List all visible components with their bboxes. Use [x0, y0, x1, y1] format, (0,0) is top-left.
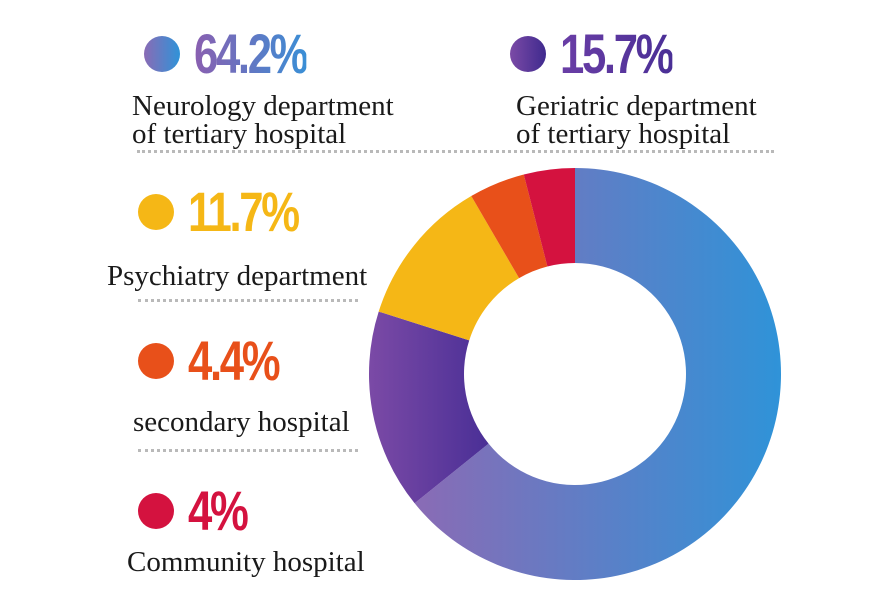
label-line: secondary hospital	[133, 406, 350, 438]
legend-item-psychiatry: 11.7%	[138, 184, 329, 240]
label-line: Geriatric department	[516, 90, 757, 122]
legend-dot-secondary	[138, 343, 174, 379]
legend-dot-neurology	[144, 36, 180, 72]
legend-item-neurology: 64.2%	[144, 26, 338, 82]
label-line: Community hospital	[127, 546, 365, 578]
legend-label-psychiatry: Psychiatry department	[107, 260, 368, 292]
label-line: of tertiary hospital	[516, 118, 731, 150]
legend-pct-neurology: 64.2%	[194, 22, 308, 85]
label-line: of tertiary hospital	[132, 118, 347, 150]
legend-dot-psychiatry	[138, 194, 174, 230]
legend-label-secondary: secondary hospital	[133, 406, 350, 438]
donut-slice-psychiatry-department	[378, 196, 520, 341]
legend-item-secondary: 4.4%	[138, 333, 304, 389]
label-line: Psychiatry department	[107, 260, 368, 292]
donut-slice-neurology-department-of-tertiary-hospital	[414, 168, 781, 580]
legend-label-geriatric: Geriatric department of tertiary hospita…	[516, 90, 757, 150]
donut-slice-secondary-hospital	[471, 174, 548, 279]
donut-slice-geriatric-department-of-tertiary-hospital	[369, 311, 489, 504]
label-line: Neurology department	[132, 90, 394, 122]
legend-label-neurology: Neurology department of tertiary hospita…	[132, 90, 394, 150]
legend-item-community: 4%	[138, 483, 263, 539]
legend-pct-community: 4%	[188, 479, 249, 542]
legend-pct-geriatric: 15.7%	[560, 22, 674, 85]
donut-slice-community-hospital	[523, 168, 575, 267]
legend-label-community: Community hospital	[127, 546, 365, 578]
legend-pct-secondary: 4.4%	[188, 329, 281, 392]
legend-dot-geriatric	[510, 36, 546, 72]
divider-dotted	[137, 150, 774, 153]
legend-item-geriatric: 15.7%	[510, 26, 704, 82]
legend-dot-community	[138, 493, 174, 529]
divider-dotted	[138, 449, 358, 452]
legend-pct-psychiatry: 11.7%	[188, 180, 300, 243]
divider-dotted	[138, 299, 358, 302]
